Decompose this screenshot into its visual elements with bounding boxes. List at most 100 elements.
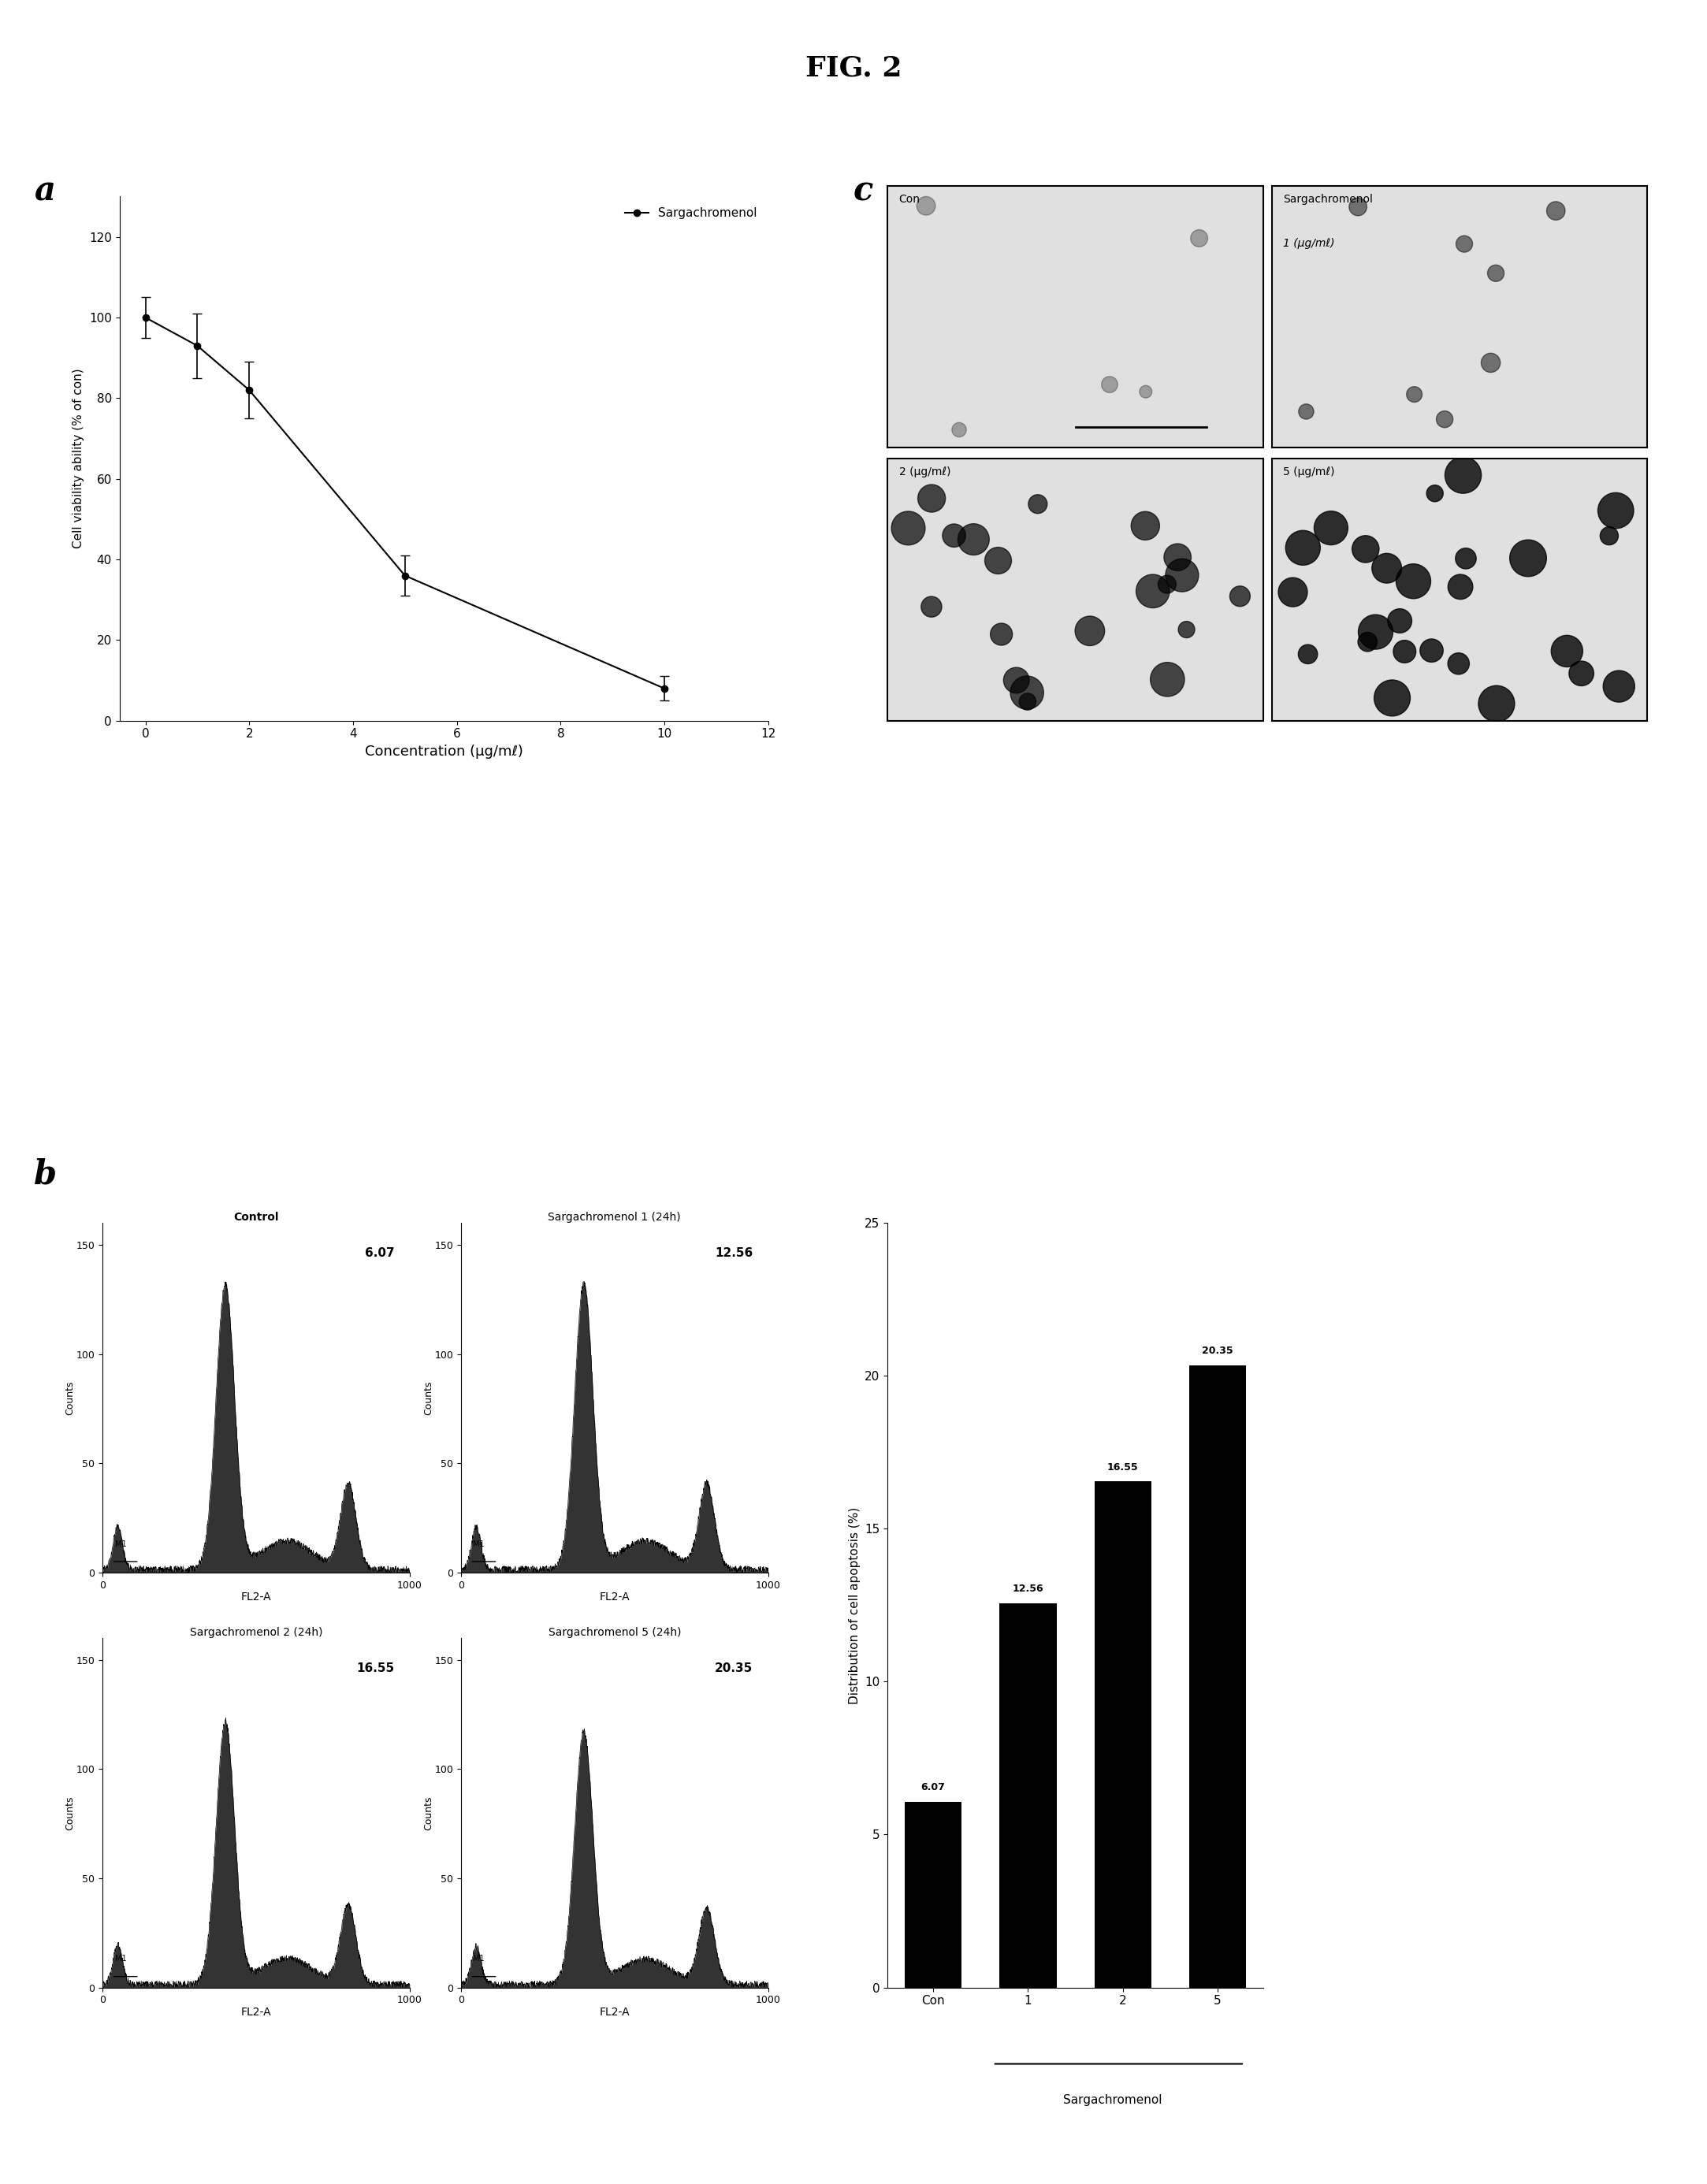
Point bbox=[1596, 518, 1623, 553]
Y-axis label: Distribution of cell apoptosis (%): Distribution of cell apoptosis (%) bbox=[848, 1507, 860, 1704]
Text: M1: M1 bbox=[473, 1540, 485, 1548]
Point bbox=[1002, 662, 1029, 697]
Text: 20.35: 20.35 bbox=[715, 1662, 753, 1675]
X-axis label: FL2-A: FL2-A bbox=[599, 1592, 630, 1603]
Point bbox=[1419, 633, 1446, 668]
Text: FIG. 2: FIG. 2 bbox=[806, 55, 901, 81]
Text: a: a bbox=[34, 175, 55, 207]
Text: b: b bbox=[34, 1158, 56, 1190]
Y-axis label: Counts: Counts bbox=[423, 1795, 434, 1830]
Text: 5 (μg/mℓ): 5 (μg/mℓ) bbox=[1284, 467, 1335, 478]
Point bbox=[1292, 393, 1320, 428]
Text: 16.55: 16.55 bbox=[1108, 1461, 1139, 1472]
Point bbox=[1444, 646, 1471, 681]
Point bbox=[1541, 194, 1569, 229]
Text: 6.07: 6.07 bbox=[365, 1247, 394, 1260]
Point bbox=[1372, 550, 1400, 585]
Text: 16.55: 16.55 bbox=[357, 1662, 394, 1675]
Point bbox=[1451, 227, 1478, 262]
Point bbox=[1352, 531, 1379, 566]
Point bbox=[1289, 531, 1316, 566]
Point bbox=[918, 480, 946, 515]
Point bbox=[918, 590, 946, 625]
Point bbox=[946, 413, 973, 448]
Point bbox=[1386, 603, 1413, 638]
Y-axis label: Counts: Counts bbox=[423, 1380, 434, 1415]
Point bbox=[1345, 190, 1372, 225]
Text: Sargachromenol: Sargachromenol bbox=[1063, 2094, 1162, 2105]
Point bbox=[1567, 655, 1594, 690]
Point bbox=[894, 511, 922, 546]
Point bbox=[1400, 563, 1427, 598]
Point bbox=[1173, 612, 1200, 646]
Title: Control: Control bbox=[234, 1212, 278, 1223]
Point bbox=[1168, 557, 1195, 592]
X-axis label: FL2-A: FL2-A bbox=[599, 2007, 630, 2018]
Point bbox=[1132, 509, 1159, 544]
Point bbox=[1132, 373, 1159, 408]
Point bbox=[985, 544, 1012, 579]
Point bbox=[1422, 476, 1449, 511]
Title: Sargachromenol 5 (24h): Sargachromenol 5 (24h) bbox=[548, 1627, 681, 1638]
Text: M1: M1 bbox=[473, 1955, 485, 1963]
Point bbox=[988, 616, 1016, 651]
Y-axis label: Counts: Counts bbox=[65, 1380, 75, 1415]
Text: 12.56: 12.56 bbox=[1012, 1583, 1043, 1594]
Point bbox=[959, 522, 987, 557]
Point bbox=[1448, 570, 1475, 605]
Legend: Sargachromenol: Sargachromenol bbox=[620, 203, 761, 225]
Point bbox=[1379, 681, 1407, 716]
Point bbox=[1154, 568, 1181, 603]
X-axis label: FL2-A: FL2-A bbox=[241, 2007, 271, 2018]
Point bbox=[1186, 221, 1214, 256]
Bar bbox=[1000, 1603, 1057, 1987]
Point bbox=[1075, 614, 1103, 649]
Point bbox=[1014, 684, 1041, 719]
Point bbox=[1391, 633, 1419, 668]
X-axis label: FL2-A: FL2-A bbox=[241, 1592, 271, 1603]
Point bbox=[1154, 662, 1181, 697]
Point bbox=[1483, 686, 1511, 721]
Text: Sargachromenol: Sargachromenol bbox=[1284, 194, 1372, 205]
Point bbox=[1401, 378, 1429, 413]
Point bbox=[1279, 574, 1306, 609]
Point bbox=[1318, 511, 1345, 546]
Bar bbox=[1190, 1365, 1246, 1987]
X-axis label: Concentration (μg/mℓ): Concentration (μg/mℓ) bbox=[365, 745, 522, 758]
Point bbox=[1139, 574, 1166, 609]
Text: 1 (μg/mℓ): 1 (μg/mℓ) bbox=[1284, 238, 1335, 249]
Point bbox=[1449, 459, 1477, 494]
Point bbox=[1354, 625, 1381, 660]
Text: c: c bbox=[854, 175, 874, 207]
Point bbox=[1164, 539, 1191, 574]
Point bbox=[1453, 542, 1480, 577]
Text: 12.56: 12.56 bbox=[715, 1247, 753, 1260]
Point bbox=[1430, 402, 1458, 437]
Point bbox=[1226, 579, 1253, 614]
Point bbox=[1553, 633, 1581, 668]
Point bbox=[1014, 675, 1041, 710]
Text: M1: M1 bbox=[114, 1955, 126, 1963]
Text: 6.07: 6.07 bbox=[922, 1782, 946, 1793]
Point bbox=[941, 518, 968, 553]
Text: M1: M1 bbox=[114, 1540, 126, 1548]
Point bbox=[1514, 542, 1541, 577]
Point bbox=[1605, 668, 1632, 703]
Text: 2 (μg/mℓ): 2 (μg/mℓ) bbox=[900, 467, 951, 478]
Point bbox=[1603, 494, 1630, 529]
Point bbox=[1362, 614, 1389, 649]
Bar bbox=[1094, 1481, 1151, 1987]
Point bbox=[1096, 367, 1123, 402]
Text: Con: Con bbox=[900, 194, 920, 205]
Point bbox=[913, 188, 941, 223]
Point bbox=[1482, 256, 1509, 290]
Point bbox=[1477, 345, 1504, 380]
Y-axis label: Cell viability ability (% of con): Cell viability ability (% of con) bbox=[73, 369, 85, 548]
Y-axis label: Counts: Counts bbox=[65, 1795, 75, 1830]
Title: Sargachromenol 1 (24h): Sargachromenol 1 (24h) bbox=[548, 1212, 681, 1223]
Bar bbox=[905, 1802, 961, 1987]
Title: Sargachromenol 2 (24h): Sargachromenol 2 (24h) bbox=[189, 1627, 323, 1638]
Text: 20.35: 20.35 bbox=[1202, 1345, 1232, 1356]
Point bbox=[1294, 638, 1321, 673]
Point bbox=[1024, 487, 1052, 522]
